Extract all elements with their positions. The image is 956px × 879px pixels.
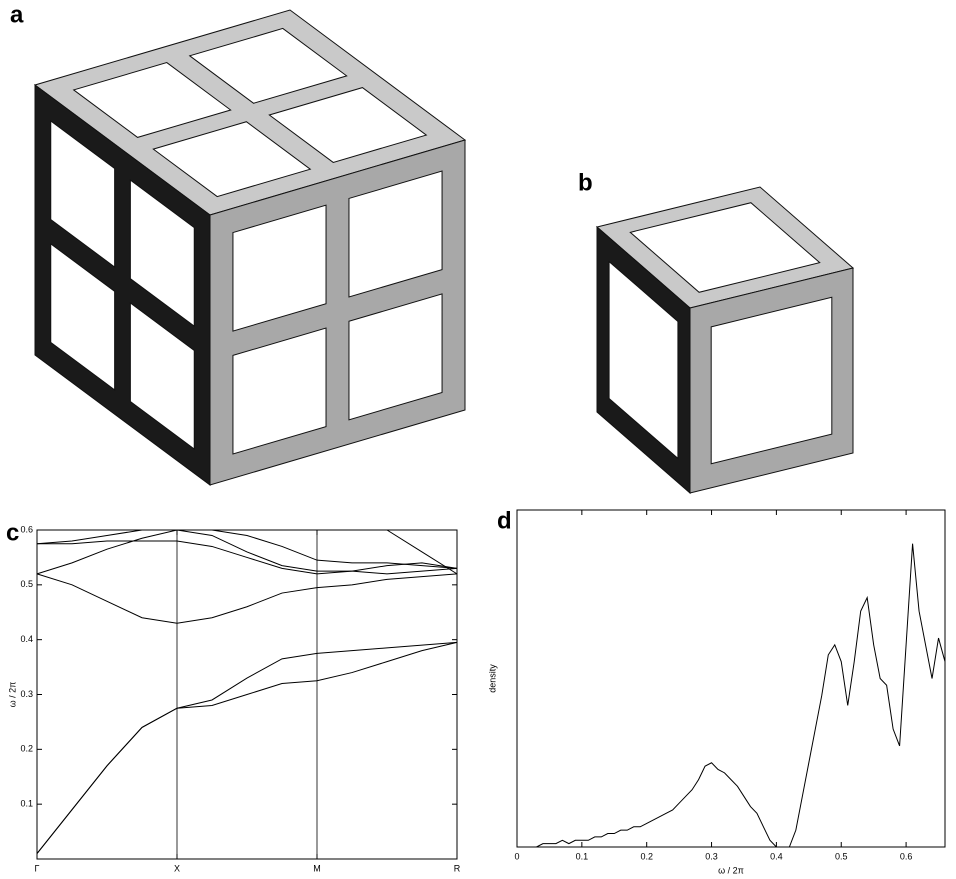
y-tick-label: 0.4 xyxy=(20,634,33,644)
panel-label: a xyxy=(10,1,24,28)
x-tick-label: 0.6 xyxy=(900,851,913,861)
data-line xyxy=(37,642,457,853)
y-axis-label: ω / 2π xyxy=(7,682,17,708)
lattice-face xyxy=(597,227,690,493)
data-line xyxy=(37,530,457,568)
x-tick-label: 0 xyxy=(514,851,519,861)
x-tick-label: 0.3 xyxy=(705,851,718,861)
data-line xyxy=(37,642,457,853)
data-line xyxy=(517,544,945,847)
y-tick-label: 0.6 xyxy=(20,524,33,534)
panel-label: b xyxy=(578,169,593,196)
y-tick-label: 0.2 xyxy=(20,744,33,754)
x-tick-label: 0.5 xyxy=(835,851,848,861)
x-tick-label: 0.4 xyxy=(770,851,783,861)
lattice-drawings xyxy=(35,10,853,493)
lattice-face xyxy=(35,10,465,215)
figure: a b c d Γ X M R 0.1 0.2 0.3 0.4 0.5 0.6 ω / 2π 0 0.1… xyxy=(0,0,956,879)
data-line xyxy=(37,541,457,574)
y-tick-label: 0.3 xyxy=(20,689,33,699)
x-tick-label: R xyxy=(454,863,461,873)
x-tick-label: 0.2 xyxy=(640,851,653,861)
y-axis-label: density xyxy=(487,664,497,693)
data-line xyxy=(387,530,457,574)
panel-label: c xyxy=(6,519,19,546)
y-tick-label: 0.5 xyxy=(20,579,33,589)
panel-label: d xyxy=(497,507,512,534)
lattice-face xyxy=(690,268,853,493)
x-tick-label: 0.1 xyxy=(576,851,589,861)
x-tick-label: M xyxy=(313,863,321,873)
y-tick-label: 0.1 xyxy=(20,799,33,809)
data-line xyxy=(37,574,457,623)
x-tick-label: Γ xyxy=(35,863,40,873)
x-axis-label: ω / 2π xyxy=(718,865,744,875)
x-tick-label: X xyxy=(174,863,180,873)
